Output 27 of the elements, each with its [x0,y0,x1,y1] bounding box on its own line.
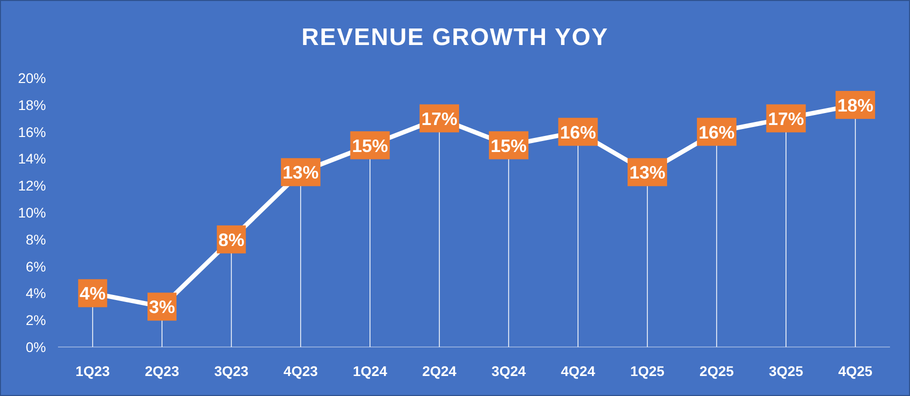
x-tick-label: 3Q25 [768,363,804,379]
x-tick-label: 3Q24 [492,363,526,379]
x-tick-label: 2Q25 [700,363,734,379]
x-tick-label: 1Q23 [76,363,110,379]
x-tick-label: 1Q24 [352,363,388,379]
chart-title: REVENUE GROWTH YOY [302,24,608,51]
y-tick-label: 20% [18,70,46,86]
data-label: 8% [218,230,244,250]
x-tick-label: 4Q25 [838,363,873,379]
x-tick-label: 1Q25 [630,363,665,379]
y-tick-label: 10% [18,204,46,220]
x-tick-label: 2Q23 [144,363,180,379]
y-tick-label: 2% [26,312,46,328]
y-tick-label: 0% [26,339,46,355]
y-tick-label: 8% [26,231,46,248]
y-tick-label: 12% [18,178,46,194]
x-tick-label: 3Q23 [214,363,249,379]
y-tick-label: 14% [18,150,46,167]
x-tick-label: 2Q24 [422,363,457,379]
y-tick-label: 16% [18,124,46,140]
y-tick-label: 6% [26,258,46,274]
x-tick-label: 4Q24 [560,363,596,379]
data-label: 4% [80,284,106,304]
y-tick-label: 18% [18,96,46,113]
data-label: 3% [148,297,176,318]
x-tick-label: 4Q23 [284,363,318,379]
y-tick-label: 4% [26,285,46,302]
